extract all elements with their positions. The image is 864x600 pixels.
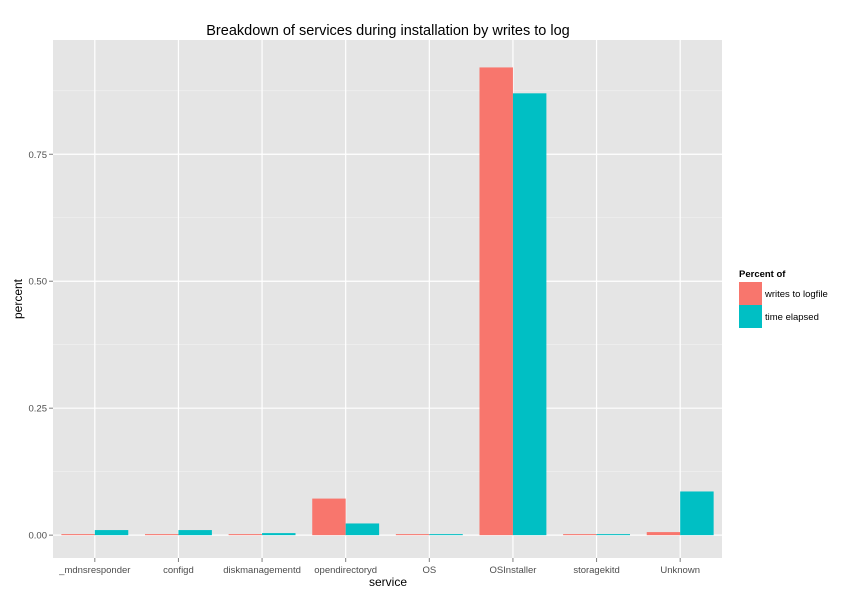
bar <box>262 533 296 536</box>
x-axis-title: service <box>369 575 407 589</box>
legend-label: time elapsed <box>765 312 819 323</box>
bar <box>345 523 380 536</box>
bar <box>228 534 263 536</box>
x-tick-label: opendirectoryd <box>314 565 377 576</box>
y-tick-label: 0.25 <box>29 404 48 415</box>
y-axis-title: percent <box>11 278 25 319</box>
x-tick-label: OS <box>422 565 436 576</box>
bar <box>429 534 463 536</box>
y-tick-label: 0.00 <box>29 531 48 542</box>
plot-panel <box>53 40 722 558</box>
bar <box>94 530 129 536</box>
legend-title: Percent of <box>739 269 786 280</box>
y-tick-label: 0.50 <box>29 277 48 288</box>
legend: Percent of writes to logfile time elapsed <box>739 269 828 328</box>
legend-swatch <box>739 305 762 328</box>
bar <box>512 93 547 536</box>
bar <box>178 530 212 536</box>
x-tick-label: Unknown <box>660 565 700 576</box>
x-tick-label: _mdnsresponder <box>58 565 130 576</box>
x-tick-label: configd <box>163 565 194 576</box>
x-tick-label: diskmanagementd <box>223 565 301 576</box>
bar <box>680 491 714 536</box>
bar <box>563 534 597 536</box>
x-tick-label: OSInstaller <box>489 565 536 576</box>
legend-swatch <box>739 282 762 305</box>
bar <box>61 534 95 536</box>
x-axis-ticks: _mdnsresponder configd diskmanagementd open… <box>58 558 700 576</box>
bar <box>479 67 513 536</box>
bar <box>144 534 179 536</box>
x-tick-label: storagekitd <box>573 565 619 576</box>
y-axis-ticks: 0.00 0.25 0.50 0.75 <box>29 150 53 542</box>
y-tick-label: 0.75 <box>29 150 48 161</box>
bars <box>61 67 714 536</box>
bar <box>646 532 681 536</box>
legend-label: writes to logfile <box>764 289 828 300</box>
chart-title: Breakdown of services during installatio… <box>206 23 569 39</box>
bar <box>312 498 346 536</box>
bar <box>395 534 430 536</box>
bar <box>596 534 631 536</box>
